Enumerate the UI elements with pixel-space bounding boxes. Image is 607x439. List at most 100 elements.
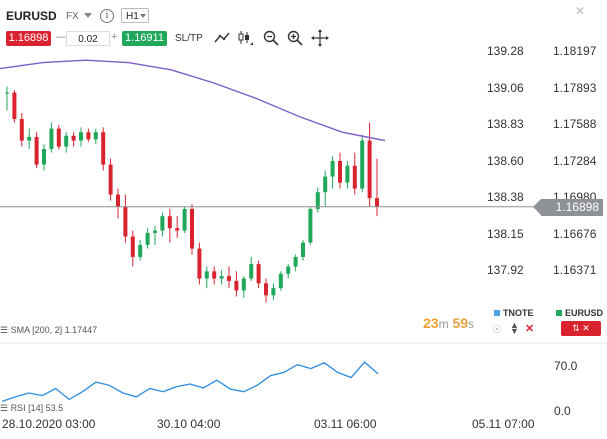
- candle-type-icon[interactable]: [236, 29, 254, 47]
- candle: [175, 228, 180, 231]
- timer-seconds: 59: [452, 315, 469, 331]
- candle: [286, 266, 291, 274]
- sma-label-text: SMA [200, 2] 1.17447: [10, 325, 98, 335]
- crosshair-icon[interactable]: [311, 29, 329, 47]
- candle: [360, 140, 365, 189]
- sltp-button[interactable]: SL/TP: [175, 33, 203, 44]
- left-axis-tick: 137.92: [487, 263, 524, 277]
- candle: [330, 160, 335, 177]
- eye-icon[interactable]: ☉: [492, 324, 502, 336]
- candle: [167, 216, 172, 229]
- rsi-axis-tick: 70.0: [554, 359, 578, 373]
- candle: [323, 176, 328, 193]
- rsi-line: [1, 361, 379, 403]
- current-price-flag: 1.16898: [533, 199, 603, 216]
- left-axis-tick: 139.06: [487, 81, 524, 95]
- candle: [315, 192, 320, 209]
- sort-updown-icon[interactable]: ▲ ▼: [510, 320, 519, 336]
- candle: [249, 264, 254, 279]
- candle: [227, 276, 231, 281]
- legend-tnote[interactable]: TNOTE: [494, 308, 534, 318]
- remove-icon[interactable]: ✕: [525, 323, 535, 335]
- candle: [197, 248, 202, 279]
- candle: [241, 278, 246, 291]
- menu-lines-icon[interactable]: ☰: [0, 325, 9, 335]
- candle: [71, 135, 76, 141]
- candle: [116, 194, 120, 207]
- candle: [42, 148, 46, 165]
- right-axis-tick: 1.18197: [553, 44, 597, 58]
- candle: [160, 216, 165, 231]
- symbol-name[interactable]: EURUSD: [6, 9, 57, 23]
- candle: [138, 244, 143, 257]
- candle: [256, 264, 261, 284]
- left-axis-tick: 138.38: [487, 190, 524, 204]
- draw-line-icon[interactable]: [213, 29, 231, 47]
- close-icon[interactable]: ✕: [575, 4, 586, 18]
- candle: [93, 132, 98, 140]
- candle: [234, 280, 239, 291]
- candle: [278, 273, 283, 289]
- buy-button[interactable]: 1.16911: [122, 31, 167, 46]
- legend-eurusd[interactable]: EURUSD: [556, 308, 603, 318]
- candle: [212, 271, 217, 279]
- left-axis-tick: 139.28: [487, 44, 524, 58]
- sma-line: [0, 59, 386, 142]
- chevron-down-icon: [140, 14, 146, 18]
- candle: [219, 276, 224, 279]
- candle-countdown: 23m 59s: [423, 315, 474, 331]
- rsi-label-text: RSI [14] 53.5: [10, 403, 64, 413]
- tnote-swatch: [494, 310, 500, 316]
- candle: [34, 136, 39, 165]
- candle: [375, 198, 379, 207]
- market-label: FX: [66, 11, 79, 22]
- candle: [108, 164, 113, 195]
- candle: [86, 132, 91, 140]
- candle: [130, 236, 135, 257]
- candle: [19, 119, 24, 141]
- candle: [271, 288, 276, 296]
- x-axis-tick: 03.11 06:00: [314, 417, 377, 431]
- timer-min-unit: m: [438, 317, 449, 331]
- candle: [123, 206, 128, 237]
- rsi-indicator-label[interactable]: ☰ RSI [14] 53.5: [0, 403, 63, 414]
- x-axis-tick: 28.10.2020 03:00: [2, 417, 96, 431]
- right-axis-tick: 1.16676: [553, 227, 597, 241]
- candle: [367, 140, 372, 199]
- sma-indicator-label[interactable]: ☰ SMA [200, 2] 1.17447: [0, 325, 97, 336]
- right-axis-tick: 1.17284: [553, 154, 597, 168]
- candle: [12, 92, 17, 120]
- left-axis-tick: 138.83: [487, 117, 524, 131]
- timer-minutes: 23: [423, 315, 439, 331]
- decrease-quantity-button[interactable]: —: [56, 31, 67, 43]
- candle: [49, 128, 54, 149]
- info-icon[interactable]: i: [100, 9, 114, 23]
- quantity-input[interactable]: 0.02: [66, 31, 110, 46]
- zoom-out-icon[interactable]: [262, 29, 280, 47]
- legend-tnote-label: TNOTE: [503, 308, 534, 318]
- x-axis-tick: 05.11 07:00: [472, 417, 535, 431]
- increase-quantity-button[interactable]: +: [111, 31, 118, 43]
- timeframe-select[interactable]: H1: [121, 8, 149, 23]
- candle: [301, 242, 305, 257]
- candle: [308, 208, 313, 243]
- candle: [204, 271, 209, 279]
- scale-toggle-icon[interactable]: ⇅ ✕: [561, 321, 601, 336]
- symbol-dropdown-icon[interactable]: [84, 13, 92, 18]
- candle: [338, 160, 342, 183]
- candle: [79, 132, 83, 141]
- left-axis-tick: 138.15: [487, 227, 524, 241]
- menu-lines-icon[interactable]: ☰: [0, 403, 9, 413]
- candle: [190, 208, 194, 249]
- candle: [101, 132, 106, 165]
- candle: [293, 256, 298, 267]
- candle: [153, 230, 157, 233]
- timer-sec-unit: s: [468, 317, 475, 331]
- legend-eurusd-label: EURUSD: [565, 308, 604, 318]
- right-axis-tick: 1.17588: [553, 117, 597, 131]
- zoom-in-icon[interactable]: [286, 29, 304, 47]
- candle: [27, 136, 32, 141]
- sell-button[interactable]: 1.16898: [6, 31, 51, 46]
- right-axis-tick: 1.16371: [553, 263, 597, 277]
